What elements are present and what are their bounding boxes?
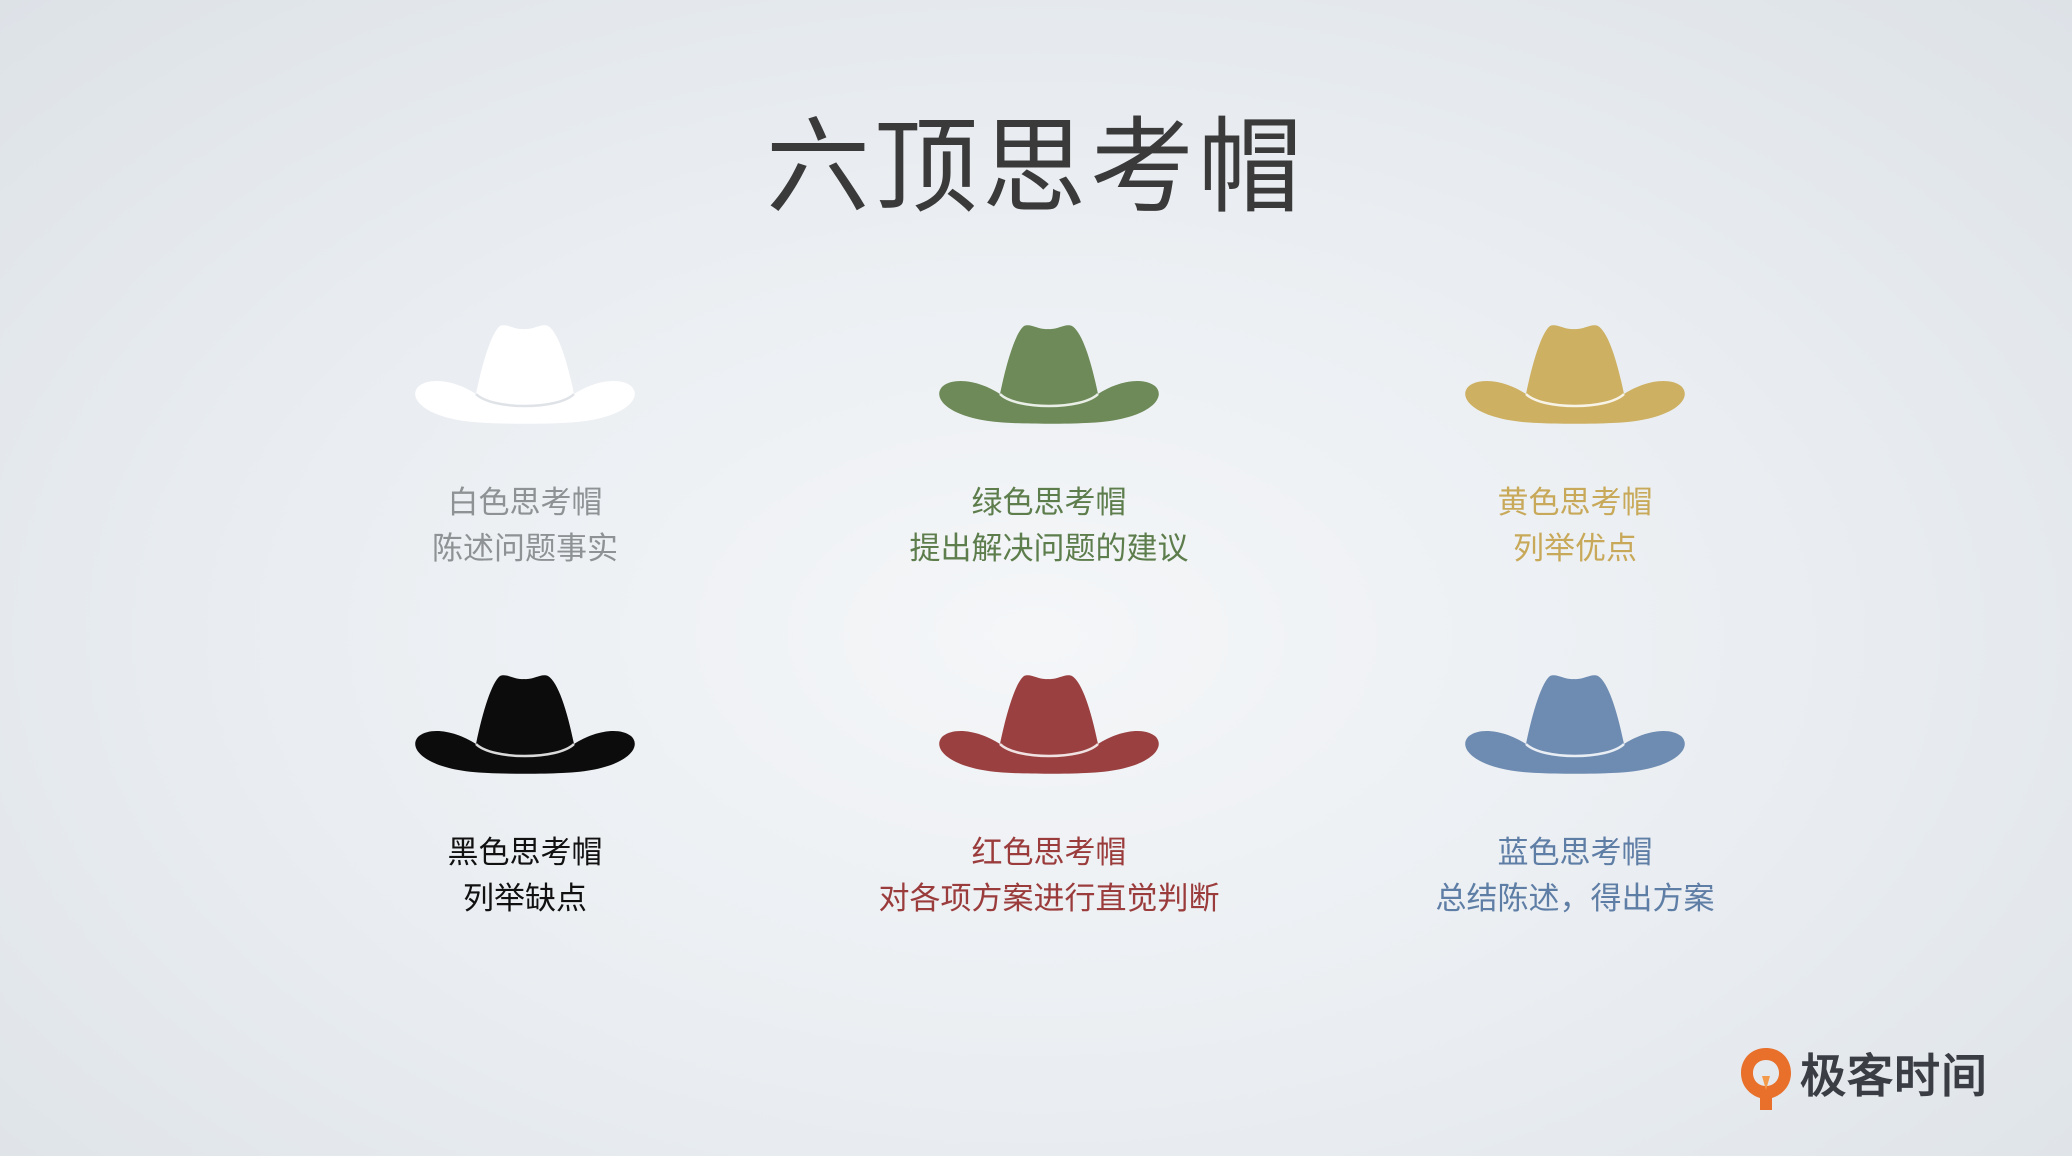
hat-description: 列举优点 (1513, 531, 1637, 567)
white-hat-icon (415, 325, 635, 424)
blue-hat-card: 蓝色思考帽 总结陈述，得出方案 (1325, 670, 1825, 970)
hat-name: 黑色思考帽 (447, 835, 603, 871)
hat-description: 列举缺点 (463, 881, 587, 917)
black-hat-card: 黑色思考帽 列举缺点 (275, 670, 775, 970)
brand-logo-text: 极客时间 (1800, 1049, 1988, 1103)
hat-band-line (1525, 743, 1625, 758)
hat-silhouette (415, 325, 635, 424)
hat-band-line (475, 393, 575, 408)
yellow-hat-card: 黄色思考帽 列举优点 (1325, 320, 1825, 620)
page-title: 六顶思考帽 (765, 106, 1306, 228)
red-hat-icon (939, 675, 1159, 774)
red-hat-card: 红色思考帽 对各项方案进行直觉判断 (799, 670, 1299, 970)
hat-description: 总结陈述，得出方案 (1435, 881, 1715, 917)
hat-band-line (999, 393, 1099, 408)
hat-name: 蓝色思考帽 (1497, 835, 1653, 871)
brand-logo: 极客时间 (1738, 1044, 2008, 1112)
hat-band-line (475, 743, 575, 758)
hat-name: 黄色思考帽 (1497, 485, 1653, 521)
hat-name: 白色思考帽 (447, 485, 603, 521)
hat-silhouette (939, 675, 1159, 774)
brand-logo-icon (1741, 1048, 1791, 1110)
hat-silhouette (415, 675, 635, 774)
hat-band-line (1525, 393, 1625, 408)
green-hat-card: 绿色思考帽 提出解决问题的建议 (799, 320, 1299, 620)
blue-hat-icon (1465, 675, 1685, 774)
yellow-hat-icon (1465, 325, 1685, 424)
hat-name: 红色思考帽 (971, 835, 1127, 871)
hat-description: 提出解决问题的建议 (909, 531, 1189, 567)
hat-silhouette (939, 325, 1159, 424)
black-hat-icon (415, 675, 635, 774)
hat-description: 对各项方案进行直觉判断 (878, 881, 1220, 917)
white-hat-card: 白色思考帽 陈述问题事实 (275, 320, 775, 620)
hat-name: 绿色思考帽 (971, 485, 1127, 521)
hat-description: 陈述问题事实 (432, 531, 618, 567)
hat-silhouette (1465, 325, 1685, 424)
hat-silhouette (1465, 675, 1685, 774)
hat-band-line (999, 743, 1099, 758)
green-hat-icon (939, 325, 1159, 424)
